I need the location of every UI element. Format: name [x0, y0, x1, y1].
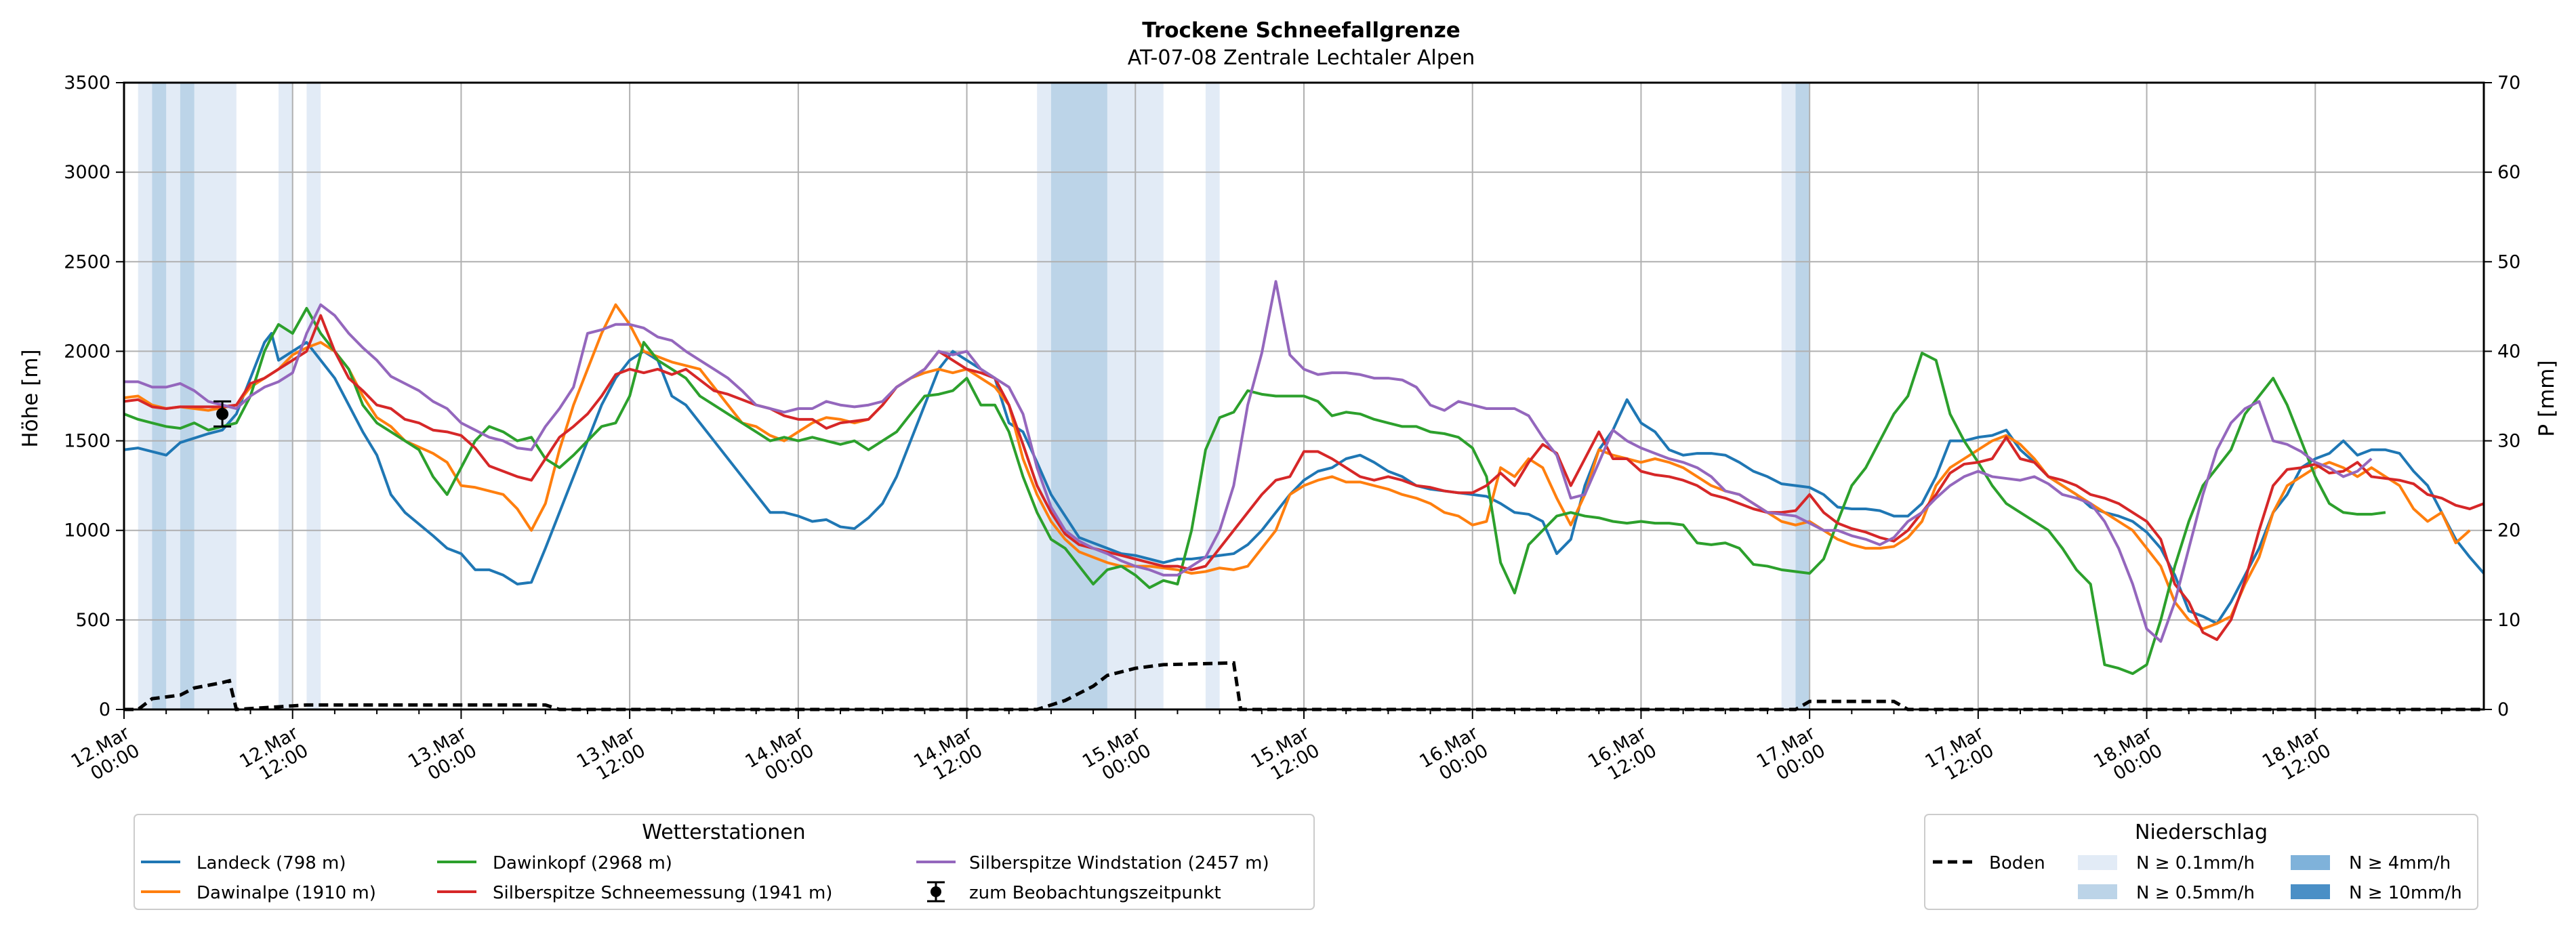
- y2-tick-label-2: 20: [2497, 520, 2520, 541]
- legend-label-silberspitze-schnee: Silberspitze Schneemessung (1941 m): [493, 883, 832, 903]
- y2-tick-label-7: 70: [2497, 73, 2520, 94]
- legend-label-landeck: Landeck (798 m): [197, 853, 346, 873]
- x-tick-label-12: 18.Mar00:00: [2090, 722, 2167, 790]
- legend-label-n10: N ≥ 10mm/h: [2349, 883, 2462, 903]
- legend-label-boden: Boden: [1989, 853, 2045, 873]
- y2-tick-label-4: 40: [2497, 341, 2520, 362]
- legend-swatch-n4: [2291, 855, 2330, 870]
- chart-title: Trockene Schneefallgrenze: [1142, 18, 1460, 43]
- legend-precipitation-title: Niederschlag: [2135, 821, 2268, 844]
- plot-area: 0 500 1000 1500 2000 2500 3000 3500 0 10 20 30 40 50 6…: [64, 73, 2520, 790]
- y2-tick-label-3: 30: [2497, 431, 2520, 452]
- legend-swatch-n05: [2078, 884, 2117, 899]
- precip-band-6: [1050, 83, 1107, 709]
- x-tick-label-9: 16.Mar12:00: [1585, 722, 1661, 790]
- series-line-3: [123, 314, 2485, 641]
- y-tick-label-3: 1500: [64, 431, 110, 452]
- y-tick-label-0: 0: [99, 699, 110, 720]
- x-tick-label-0: 12.Mar00:00: [68, 722, 144, 790]
- legend-label-dawinalpe: Dawinalpe (1910 m): [197, 883, 376, 903]
- series-line-2: [123, 307, 2386, 676]
- y-tick-label-5: 2500: [64, 251, 110, 272]
- legend-swatch-n01: [2078, 855, 2117, 870]
- precip-band-4: [306, 83, 321, 709]
- legend-stations-frame: [134, 814, 1315, 910]
- y-tick-label-1: 500: [75, 610, 110, 631]
- legend-label-n4: N ≥ 4mm/h: [2349, 853, 2451, 873]
- legend-stations: Wetterstationen Landeck (798 m) Dawinalp…: [134, 814, 1315, 910]
- precip-band-7: [1205, 83, 1220, 709]
- x-tick-label-3: 13.Mar12:00: [573, 722, 650, 790]
- y-tick-label-7: 3500: [64, 73, 110, 94]
- legend-label-observation: zum Beobachtungszeitpunkt: [969, 883, 1221, 903]
- y2-axis-label: P [mm]: [2535, 360, 2559, 436]
- x-tick-label-5: 14.Mar12:00: [910, 722, 987, 790]
- precip-band-1: [152, 83, 167, 709]
- legend-stations-title: Wetterstationen: [642, 821, 805, 844]
- y2-tick-label-0: 0: [2497, 699, 2509, 720]
- y-tick-label-2: 1000: [64, 520, 110, 541]
- precip-band-3: [278, 83, 293, 709]
- x-tick-label-2: 13.Mar00:00: [405, 722, 481, 790]
- x-tick-label-10: 17.Mar00:00: [1753, 722, 1830, 790]
- series-line-4: [124, 280, 2373, 643]
- precip-band-9: [1795, 83, 1810, 709]
- y2-tick-label-6: 60: [2497, 162, 2520, 183]
- observation-point: [216, 407, 229, 420]
- y-tick-label-6: 3000: [64, 162, 110, 183]
- y-tick-label-4: 2000: [64, 341, 110, 362]
- x-tick-label-4: 14.Mar00:00: [742, 722, 819, 790]
- legend-label-silberspitze-wind: Silberspitze Windstation (2457 m): [969, 853, 1269, 873]
- legend-swatch-n10: [2291, 884, 2330, 899]
- legend-swatch-observation: [927, 881, 945, 903]
- y2-tick-label-1: 10: [2497, 610, 2520, 631]
- x-tick-label-11: 17.Mar12:00: [1922, 722, 1999, 790]
- legend-precipitation: Niederschlag Boden N ≥ 0.1mm/h N ≥ 0.5mm…: [1924, 814, 2478, 910]
- x-tick-label-13: 18.Mar12:00: [2259, 722, 2335, 790]
- y2-tick-label-5: 50: [2497, 251, 2520, 272]
- y-axis-label: Höhe [m]: [18, 349, 43, 447]
- x-tick-label-6: 15.Mar00:00: [1079, 722, 1156, 790]
- legend-label-n01: N ≥ 0.1mm/h: [2136, 853, 2255, 873]
- precip-band-2: [180, 83, 195, 709]
- legend-label-dawinkopf: Dawinkopf (2968 m): [493, 853, 672, 873]
- chart-subtitle: AT-07-08 Zentrale Lechtaler Alpen: [1128, 46, 1475, 70]
- x-tick-label-8: 16.Mar00:00: [1416, 722, 1492, 790]
- legend-label-n05: N ≥ 0.5mm/h: [2136, 883, 2255, 903]
- x-tick-label-1: 12.Mar12:00: [236, 722, 312, 790]
- x-tick-label-7: 15.Mar12:00: [1248, 722, 1324, 790]
- legend-precipitation-frame: [1924, 814, 2478, 910]
